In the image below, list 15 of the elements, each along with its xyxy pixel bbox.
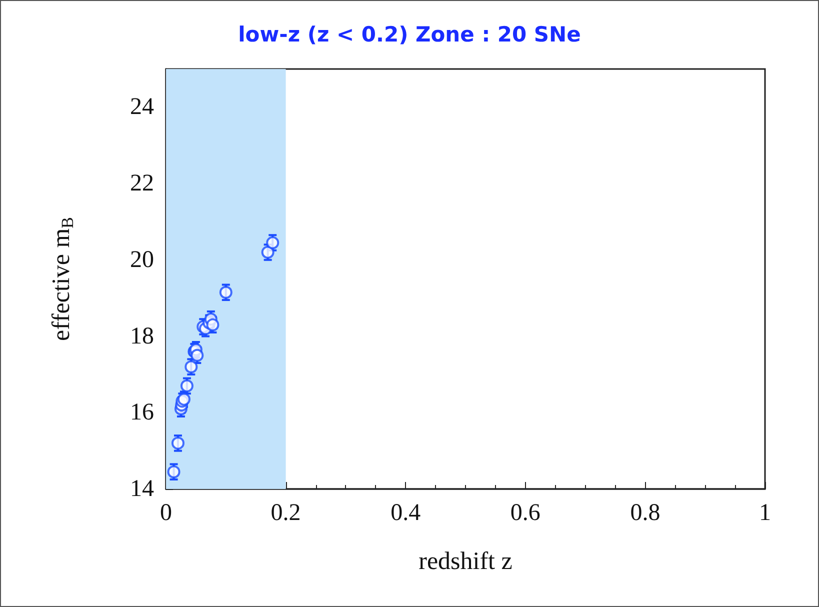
y-tick-label: 16 [130,400,154,426]
x-tick-label: 0.4 [390,500,421,526]
y-tick-label: 20 [130,246,154,273]
y-tick-label: 22 [130,170,154,197]
x-tick-label: 0.2 [270,500,301,526]
y-tick-label: 18 [130,323,154,350]
chart-title: low-z (z < 0.2) Zone : 20 SNe [238,22,581,46]
x-tick-label: 1 [759,500,771,526]
y-axis-title: effective mB [48,216,77,342]
y-tick-label: 14 [130,476,154,502]
x-axis-title: redshift z [418,548,512,575]
y-tick-label: 24 [130,94,154,120]
x-tick-label: 0 [160,500,172,526]
x-tick-label: 0.6 [510,500,540,526]
x-tick-label: 0.8 [630,500,660,526]
